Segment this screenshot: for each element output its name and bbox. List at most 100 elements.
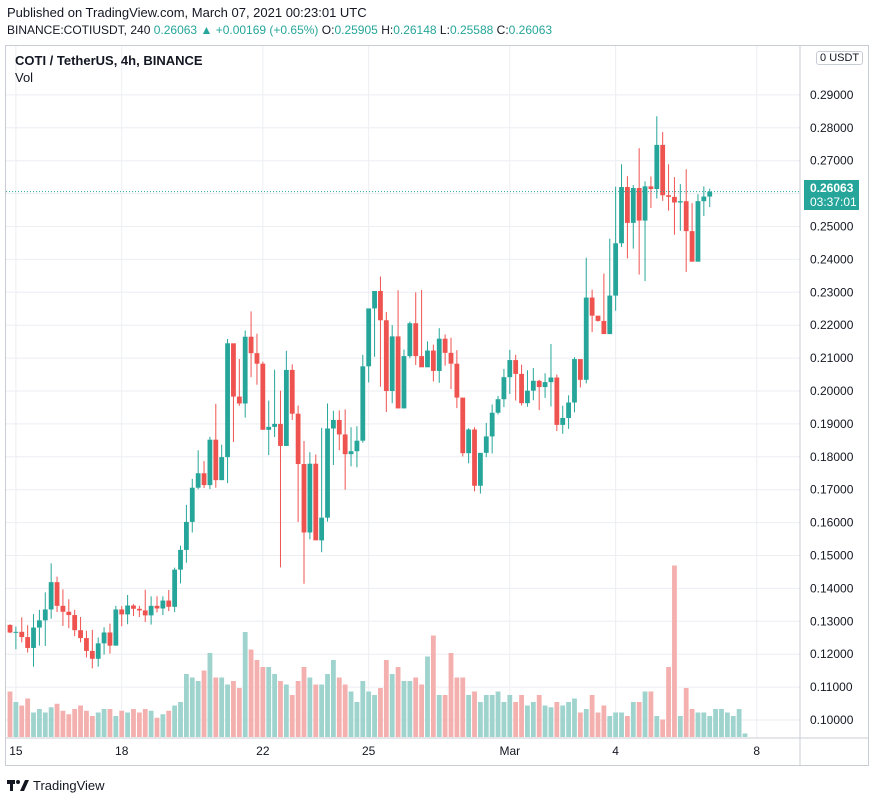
volume-bar bbox=[295, 681, 301, 737]
candle-body bbox=[142, 610, 148, 616]
volume-bar bbox=[483, 695, 489, 737]
chart-frame bbox=[5, 45, 869, 766]
volume-bar bbox=[66, 714, 72, 737]
volume-bar bbox=[301, 667, 307, 737]
chart-legend-title: COTI / TetherUS, 4h, BINANCE bbox=[15, 53, 203, 68]
candle-body bbox=[630, 188, 636, 223]
volume-bar bbox=[42, 712, 48, 737]
volume-bar bbox=[407, 681, 413, 737]
volume-bar bbox=[501, 702, 507, 737]
volume-bar bbox=[160, 714, 166, 737]
volume-bar bbox=[478, 702, 483, 737]
volume-bar bbox=[219, 677, 225, 737]
candle-body bbox=[160, 600, 166, 609]
volume-bar bbox=[707, 716, 713, 737]
candle-body bbox=[566, 402, 571, 418]
candle-body bbox=[642, 186, 648, 221]
volume-bar bbox=[525, 705, 530, 737]
volume-legend: Vol bbox=[15, 70, 34, 85]
close-value: 0.26063 bbox=[508, 23, 553, 37]
volume-bar bbox=[648, 691, 654, 737]
x-tick-label: 4 bbox=[612, 744, 619, 758]
candle-body bbox=[78, 630, 83, 639]
x-tick-label: 15 bbox=[9, 744, 23, 758]
candle-body bbox=[378, 290, 383, 321]
volume-bar bbox=[401, 681, 407, 737]
candle-body bbox=[254, 353, 260, 364]
candle-body bbox=[548, 377, 554, 383]
volume-bar bbox=[566, 702, 571, 737]
candle-body bbox=[248, 336, 254, 354]
y-tick-label: 0.17000 bbox=[810, 483, 854, 497]
candle-body bbox=[701, 196, 707, 202]
candle-body bbox=[442, 338, 448, 353]
candle-body bbox=[525, 390, 530, 404]
volume-bar bbox=[37, 709, 42, 737]
y-tick-label: 0.27000 bbox=[810, 154, 854, 168]
candle-body bbox=[613, 243, 619, 296]
volume-bar bbox=[325, 674, 330, 737]
candle-body bbox=[472, 429, 477, 486]
volume-bar bbox=[166, 710, 172, 737]
up-arrow-icon: ▲ bbox=[200, 23, 213, 37]
candle-body bbox=[272, 423, 277, 427]
volume-bar bbox=[519, 695, 524, 737]
candle-body bbox=[207, 439, 213, 486]
candle-body bbox=[448, 352, 454, 364]
volume-bar bbox=[78, 705, 83, 737]
candle-body bbox=[636, 188, 642, 221]
tradingview-logo[interactable]: TradingView bbox=[7, 775, 105, 795]
open-value: 0.25905 bbox=[334, 23, 378, 37]
x-tick-label: 18 bbox=[115, 744, 129, 758]
candle-body bbox=[101, 632, 107, 644]
volume-bar bbox=[307, 677, 313, 737]
candle-body bbox=[25, 637, 31, 648]
volume-bar bbox=[172, 705, 178, 737]
volume-bar bbox=[589, 695, 595, 737]
candle-body bbox=[166, 600, 172, 607]
candle-body bbox=[242, 336, 248, 404]
candle-body bbox=[354, 440, 360, 452]
candle-body bbox=[195, 473, 201, 488]
candle-body bbox=[601, 320, 607, 335]
volume-bar bbox=[360, 681, 366, 737]
candle-body bbox=[366, 308, 372, 367]
volume-bar bbox=[201, 670, 207, 737]
volume-bar bbox=[683, 688, 689, 737]
candle-body bbox=[189, 487, 195, 522]
candle-body bbox=[89, 650, 95, 659]
candle-body bbox=[430, 350, 436, 371]
candle-body bbox=[295, 413, 301, 465]
volume-bar bbox=[619, 712, 624, 737]
bar-countdown: 03:37:01 bbox=[810, 195, 857, 209]
candle-body bbox=[542, 382, 548, 388]
volume-bar bbox=[724, 712, 730, 737]
high-label: H: bbox=[381, 23, 394, 37]
candle-body bbox=[266, 426, 272, 430]
candle-body bbox=[419, 356, 424, 368]
volume-bar bbox=[84, 710, 89, 737]
candle-body bbox=[307, 463, 313, 533]
candle-body bbox=[625, 187, 630, 223]
candle-body bbox=[507, 360, 513, 378]
candle-body bbox=[48, 582, 54, 610]
currency-unit-label[interactable]: 0 USDT bbox=[816, 51, 864, 65]
candle-body bbox=[695, 201, 701, 262]
candle-body bbox=[95, 643, 101, 659]
volume-bar bbox=[378, 688, 383, 737]
candle-body bbox=[478, 452, 483, 486]
candle-body bbox=[672, 196, 677, 203]
candle-body bbox=[319, 517, 325, 541]
volume-bar bbox=[419, 684, 424, 737]
low-value: 0.25588 bbox=[449, 23, 494, 37]
x-tick-label: 22 bbox=[256, 744, 270, 758]
volume-bar bbox=[283, 684, 289, 737]
candle-body bbox=[483, 436, 489, 453]
volume-bar bbox=[131, 709, 136, 737]
candle-body bbox=[219, 457, 225, 481]
volume-bar bbox=[266, 667, 272, 737]
volume-bar bbox=[236, 688, 242, 737]
candle-body bbox=[113, 609, 119, 646]
y-tick-label: 0.13000 bbox=[810, 614, 854, 628]
